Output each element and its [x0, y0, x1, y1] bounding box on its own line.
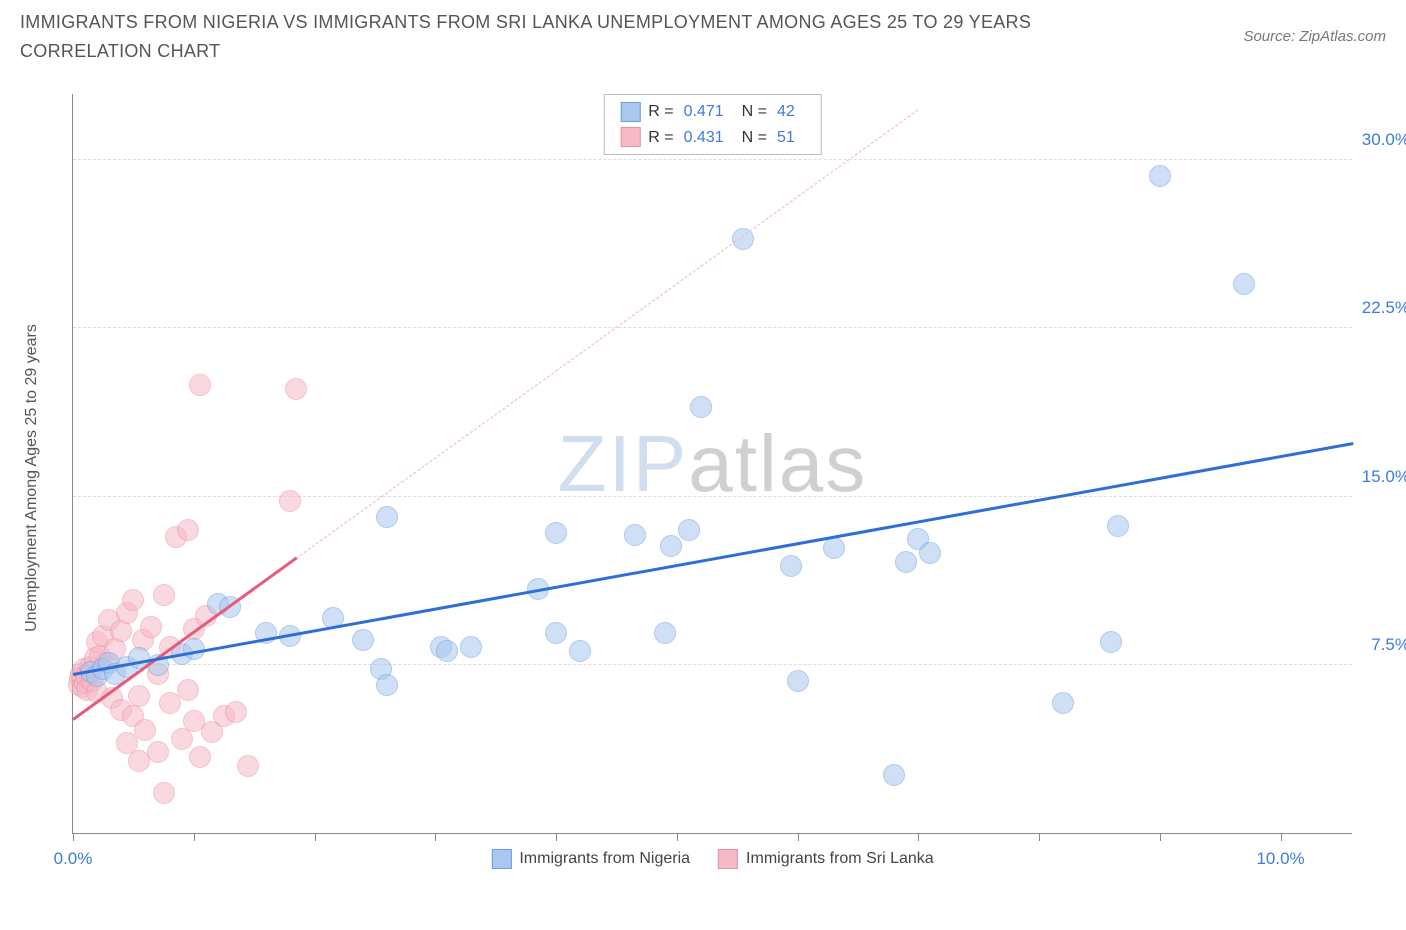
- plot-region: ZIPatlas R = 0.471 N = 42 R = 0.431 N = …: [72, 94, 1352, 834]
- swatch-srilanka: [620, 127, 640, 147]
- r-label: R =: [648, 99, 673, 125]
- data-point: [140, 616, 162, 638]
- x-tick: [194, 833, 195, 841]
- x-tick: [73, 833, 74, 841]
- x-tick: [556, 833, 557, 841]
- swatch-srilanka: [718, 849, 738, 869]
- data-point: [128, 685, 150, 707]
- x-tick-label: 10.0%: [1256, 849, 1304, 869]
- legend-stats: R = 0.471 N = 42 R = 0.431 N = 51: [603, 94, 822, 155]
- nigeria-n-value: 42: [777, 99, 795, 125]
- data-point: [545, 622, 567, 644]
- data-point: [780, 555, 802, 577]
- swatch-nigeria: [620, 102, 640, 122]
- data-point: [177, 519, 199, 541]
- n-label: N =: [742, 125, 767, 151]
- data-point: [153, 584, 175, 606]
- data-point: [787, 670, 809, 692]
- data-point: [177, 679, 199, 701]
- data-point: [352, 629, 374, 651]
- x-tick: [435, 833, 436, 841]
- data-point: [1149, 165, 1171, 187]
- data-point: [376, 674, 398, 696]
- swatch-nigeria: [491, 849, 511, 869]
- data-point: [460, 636, 482, 658]
- trend-line: [296, 110, 918, 559]
- data-point: [376, 506, 398, 528]
- srilanka-r-value: 0.431: [684, 125, 724, 151]
- data-point: [1233, 273, 1255, 295]
- y-tick-label: 15.0%: [1362, 467, 1406, 487]
- data-point: [895, 551, 917, 573]
- data-point: [545, 522, 567, 544]
- data-point: [147, 741, 169, 763]
- y-axis-label: Unemployment Among Ages 25 to 29 years: [23, 324, 41, 632]
- data-point: [285, 378, 307, 400]
- data-point: [690, 396, 712, 418]
- srilanka-series-label: Immigrants from Sri Lanka: [746, 850, 934, 868]
- data-point: [436, 640, 458, 662]
- chart-area: Unemployment Among Ages 25 to 29 years Z…: [62, 94, 1386, 862]
- data-point: [225, 701, 247, 723]
- x-tick: [315, 833, 316, 841]
- data-point: [122, 589, 144, 611]
- nigeria-series-label: Immigrants from Nigeria: [519, 850, 690, 868]
- x-tick: [798, 833, 799, 841]
- r-label: R =: [648, 125, 673, 151]
- data-point: [134, 719, 156, 741]
- x-tick: [918, 833, 919, 841]
- data-point: [678, 519, 700, 541]
- data-point: [919, 542, 941, 564]
- x-tick: [1039, 833, 1040, 841]
- watermark-part2: atlas: [688, 419, 867, 508]
- nigeria-r-value: 0.471: [684, 99, 724, 125]
- data-point: [279, 490, 301, 512]
- chart-title: IMMIGRANTS FROM NIGERIA VS IMMIGRANTS FR…: [20, 8, 1120, 66]
- trend-line: [73, 442, 1354, 676]
- gridline: [73, 496, 1352, 497]
- y-tick-label: 22.5%: [1362, 298, 1406, 318]
- data-point: [823, 537, 845, 559]
- x-tick-label: 0.0%: [54, 849, 93, 869]
- data-point: [1107, 515, 1129, 537]
- data-point: [1052, 692, 1074, 714]
- data-point: [189, 746, 211, 768]
- legend-series: Immigrants from Nigeria Immigrants from …: [491, 849, 933, 869]
- gridline: [73, 159, 1352, 160]
- watermark-part1: ZIP: [558, 419, 688, 508]
- srilanka-n-value: 51: [777, 125, 795, 151]
- data-point: [654, 622, 676, 644]
- data-point: [660, 535, 682, 557]
- data-point: [569, 640, 591, 662]
- gridline: [73, 664, 1352, 665]
- x-tick: [1281, 833, 1282, 841]
- y-tick-label: 30.0%: [1362, 130, 1406, 150]
- gridline: [73, 327, 1352, 328]
- n-label: N =: [742, 99, 767, 125]
- source-attribution: Source: ZipAtlas.com: [1243, 28, 1386, 45]
- x-tick: [1160, 833, 1161, 841]
- data-point: [237, 755, 259, 777]
- data-point: [1100, 631, 1122, 653]
- data-point: [624, 524, 646, 546]
- x-tick: [677, 833, 678, 841]
- data-point: [189, 374, 211, 396]
- data-point: [153, 782, 175, 804]
- y-tick-label: 7.5%: [1371, 635, 1406, 655]
- data-point: [883, 764, 905, 786]
- data-point: [159, 692, 181, 714]
